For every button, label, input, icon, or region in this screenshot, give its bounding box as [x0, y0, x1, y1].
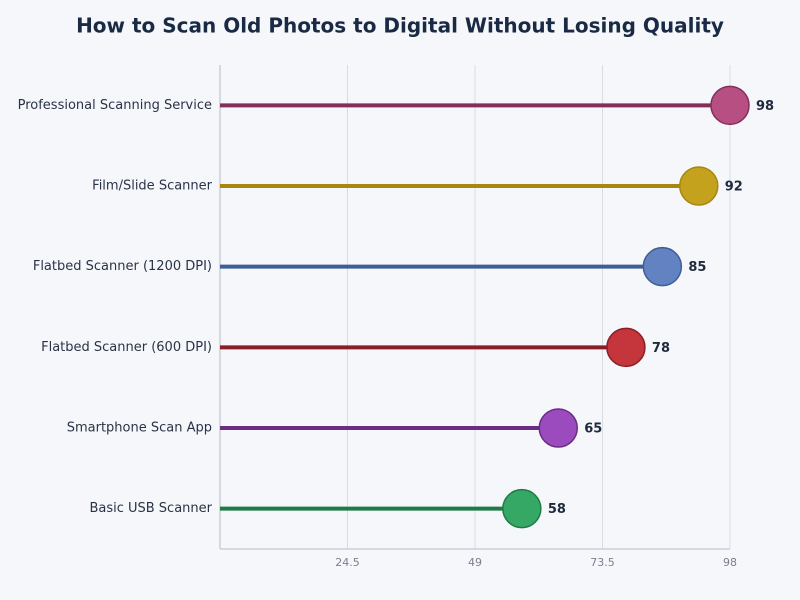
dot	[538, 408, 579, 448]
value-label: 65	[584, 422, 602, 437]
dot	[679, 166, 719, 206]
value-label: 58	[548, 502, 566, 517]
x-tick-label: 98	[723, 556, 737, 569]
y-tick-label: Basic USB Scanner	[89, 501, 212, 516]
value-label: 92	[725, 180, 743, 195]
value-label: 78	[652, 341, 670, 356]
dot	[606, 327, 646, 368]
y-tick-label: Professional Scanning Service	[18, 98, 212, 113]
y-tick-label: Flatbed Scanner (600 DPI)	[41, 340, 212, 355]
y-tick-label: Smartphone Scan App	[67, 421, 212, 436]
dot	[642, 246, 683, 287]
dot	[502, 488, 542, 529]
value-label: 98	[756, 99, 774, 114]
x-tick-label: 73.5	[590, 556, 615, 569]
y-tick-label: Flatbed Scanner (1200 DPI)	[33, 259, 212, 274]
y-tick-label: Film/Slide Scanner	[92, 179, 212, 194]
x-tick-label: 49	[468, 556, 482, 569]
dot	[710, 85, 750, 126]
chart-title: How to Scan Old Photos to Digital Withou…	[76, 14, 724, 38]
value-label: 85	[688, 260, 706, 275]
x-tick-label: 24.5	[335, 556, 360, 569]
